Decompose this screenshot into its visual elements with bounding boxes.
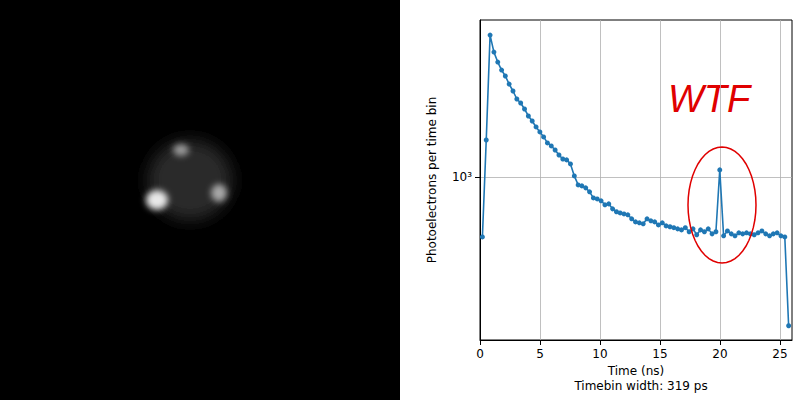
- svg-text:10³: 10³: [452, 170, 472, 184]
- svg-text:15: 15: [652, 347, 667, 361]
- svg-text:5: 5: [536, 347, 544, 361]
- svg-text:Timebin width: 319 ps: Timebin width: 319 ps: [573, 379, 707, 393]
- svg-text:10: 10: [592, 347, 607, 361]
- svg-text:Time (ns): Time (ns): [607, 364, 664, 378]
- svg-text:0: 0: [476, 347, 484, 361]
- svg-text:WTF: WTF: [668, 78, 752, 120]
- svg-text:25: 25: [772, 347, 787, 361]
- svg-text:Photoelectrons per time bin: Photoelectrons per time bin: [425, 97, 439, 264]
- svg-text:20: 20: [712, 347, 727, 361]
